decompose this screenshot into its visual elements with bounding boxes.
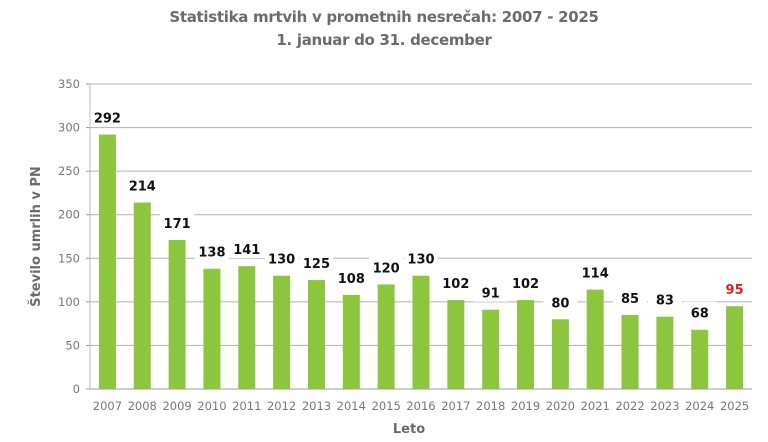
data-label-2016: 130	[407, 253, 434, 268]
data-label-bg	[647, 288, 682, 309]
y-tick-label: 0	[73, 382, 80, 396]
data-label-2009: 171	[164, 217, 191, 232]
bar-2014	[342, 294, 360, 389]
bar-2020	[551, 319, 569, 389]
data-label-2007: 292	[94, 112, 121, 127]
bar-2016	[412, 275, 430, 389]
data-label-bg	[508, 272, 543, 293]
data-label-bg	[404, 247, 438, 268]
data-label-bg	[90, 106, 125, 127]
bar-2021	[586, 289, 604, 389]
x-tick-label: 2012	[267, 399, 296, 413]
y-tick-label: 300	[58, 121, 80, 135]
bar-2017	[447, 300, 465, 389]
data-label-bg	[160, 211, 195, 232]
data-label-2010: 138	[198, 246, 225, 261]
x-tick-label: 2013	[302, 399, 331, 413]
x-tick-label: 2017	[441, 399, 470, 413]
data-label-bg	[299, 252, 334, 273]
data-label-bg	[125, 174, 160, 195]
data-label-bg	[334, 266, 369, 287]
chart-subtitle: 1. januar do 31. december	[276, 31, 492, 49]
data-label-2012: 130	[268, 253, 295, 268]
bar-2013	[307, 280, 325, 389]
bar-2007	[98, 134, 116, 389]
x-tick-label: 2011	[232, 399, 261, 413]
data-label-bg	[613, 286, 648, 307]
x-tick-label: 2016	[406, 399, 435, 413]
data-label-2011: 141	[233, 243, 260, 258]
data-label-2025: 95	[726, 283, 744, 298]
data-label-bg	[578, 261, 613, 282]
x-axis-label: Leto	[393, 422, 425, 437]
x-tick-label: 2015	[372, 399, 401, 413]
data-label-2020: 80	[551, 296, 569, 311]
bar-2010	[203, 268, 221, 389]
y-tick-label: 50	[65, 338, 80, 352]
y-tick-label: 250	[58, 164, 80, 178]
x-tick-label: 2007	[93, 399, 122, 413]
y-tick-label: 100	[58, 295, 80, 309]
data-label-2017: 102	[442, 277, 469, 292]
x-tick-label: 2022	[615, 399, 644, 413]
bar-2019	[517, 300, 535, 389]
data-label-bg	[543, 291, 578, 312]
data-label-bg	[264, 247, 299, 268]
data-label-2014: 108	[338, 272, 365, 287]
x-tick-label: 2018	[476, 399, 505, 413]
x-tick-label: 2023	[650, 399, 679, 413]
data-label-bg	[717, 278, 752, 299]
bar-2018	[482, 309, 500, 389]
data-label-2015: 120	[373, 261, 400, 276]
data-label-2013: 125	[303, 257, 330, 272]
bar-2024	[691, 329, 709, 389]
bar-2008	[133, 202, 151, 389]
data-label-2018: 91	[482, 287, 500, 302]
data-label-2021: 114	[582, 267, 609, 282]
x-tick-label: 2014	[337, 399, 366, 413]
data-label-2019: 102	[512, 277, 539, 292]
bar-2012	[273, 275, 291, 389]
x-tick-label: 2008	[128, 399, 157, 413]
chart-title: Statistika mrtvih v prometnih nesrečah: …	[169, 8, 599, 26]
bar-2015	[377, 284, 395, 389]
bar-2023	[656, 316, 674, 389]
x-tick-label: 2010	[197, 399, 226, 413]
data-label-2024: 68	[691, 307, 709, 322]
x-tick-label: 2019	[511, 399, 540, 413]
x-tick-label: 2025	[720, 399, 749, 413]
data-label-2008: 214	[129, 180, 156, 195]
y-axis-label: Število umrlih v PN	[28, 166, 44, 307]
bar-2011	[238, 266, 256, 389]
bar-2025	[726, 306, 744, 389]
data-label-2022: 85	[621, 292, 639, 307]
data-label-2023: 83	[656, 294, 674, 309]
data-label-bg	[369, 256, 404, 277]
y-tick-label: 200	[58, 208, 80, 222]
data-label-bg	[438, 272, 473, 293]
data-label-bg	[473, 281, 508, 302]
y-tick-label: 150	[58, 251, 80, 265]
y-tick-label: 350	[58, 77, 80, 91]
data-label-bg	[682, 301, 717, 322]
data-label-bg	[194, 240, 229, 261]
x-tick-label: 2024	[685, 399, 714, 413]
bar-2009	[168, 239, 186, 389]
x-tick-label: 2009	[162, 399, 191, 413]
x-tick-label: 2021	[581, 399, 610, 413]
bar-2022	[621, 314, 639, 389]
data-label-bg	[229, 238, 264, 259]
x-tick-label: 2020	[546, 399, 575, 413]
